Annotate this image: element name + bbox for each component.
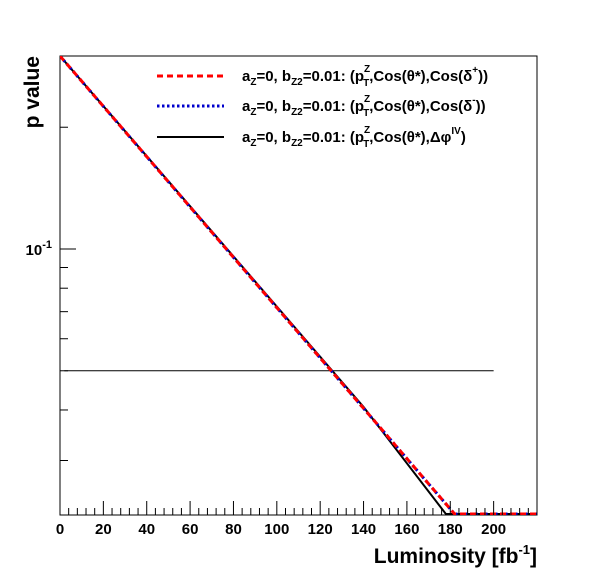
x-tick-label: 160 — [394, 521, 419, 538]
y-axis: 10-1 — [26, 126, 76, 462]
x-tick-label: 200 — [481, 521, 506, 538]
plot-frame — [59, 55, 538, 516]
legend-label-3: aZ=0, bZ2=0.01: (pZ T,Cos(θ*),ΔφIV) — [242, 125, 466, 150]
legend-label-2: aZ=0, bZ2=0.01: (pZ T,Cos(θ*),Cos(δ-)) — [242, 94, 486, 119]
x-tick-label: 20 — [95, 521, 112, 538]
x-tick-label: 80 — [225, 521, 242, 538]
y-axis-title: p value — [21, 56, 44, 128]
legend: aZ=0, bZ2=0.01: (pZ T,Cos(θ*),Cos(δ+)) aZ=… — [157, 64, 488, 150]
series-line-1 — [60, 56, 537, 515]
x-tick-label: 100 — [264, 521, 289, 538]
x-tick-label: 180 — [438, 521, 463, 538]
x-tick-label: 0 — [56, 521, 64, 538]
x-tick-label: 120 — [308, 521, 333, 538]
x-axis-title: Luminosity [fb-1] — [374, 542, 537, 568]
legend-label-1: aZ=0, bZ2=0.01: (pZ T,Cos(θ*),Cos(δ+)) — [242, 64, 488, 89]
x-tick-label: 40 — [138, 521, 155, 538]
x-tick-label: 60 — [182, 521, 199, 538]
y-tick-label: 10-1 — [26, 239, 52, 259]
x-axis: 0 20 40 60 80 100 120 140 160 180 200 — [56, 501, 538, 538]
x-tick-label: 140 — [351, 521, 376, 538]
